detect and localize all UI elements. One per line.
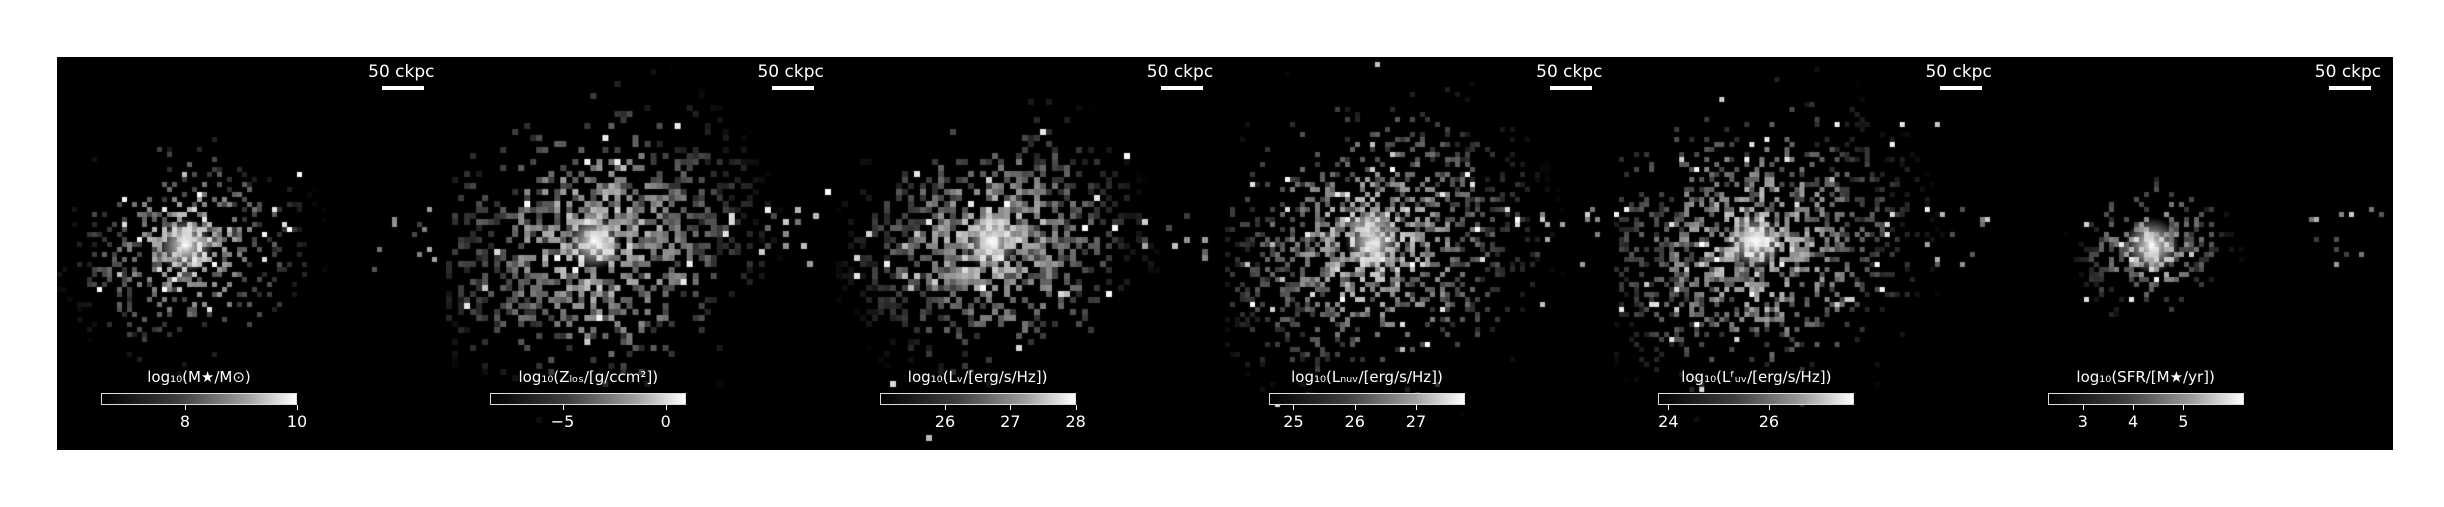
scale-bar-label: 50 ckpc <box>1146 62 1214 82</box>
colorbar-ticks: 24 26 <box>1658 405 1854 435</box>
colorbar-ticks: −5 0 <box>490 405 686 435</box>
colorbar-tick <box>2082 405 2084 410</box>
colorbar-tick-label: 4 <box>2127 412 2139 431</box>
panel-fuv-luminosity: 50 ckpc log₁₀(Lᶠᵤᵥ/[erg/s/Hz]) 24 26 <box>1614 57 2004 450</box>
panel-stellar-mass: 50 ckpc log₁₀(M★/M⊙) 8 10 <box>57 57 447 450</box>
panel-nuv-luminosity: 50 ckpc log₁₀(Lₙᵤᵥ/[erg/s/Hz]) 25 26 27 <box>1224 57 1615 450</box>
colorbar-tick-label: 3 <box>2077 412 2088 431</box>
scale-bar <box>382 86 425 90</box>
colorbar-tick <box>2133 405 2135 410</box>
colorbar-label: log₁₀(Lᵥ/[erg/s/Hz]) <box>907 368 1048 386</box>
colorbar-ticks: 26 27 28 <box>880 405 1086 435</box>
colorbar-tick <box>1768 405 1770 410</box>
metallicity-map <box>446 57 836 450</box>
colorbar-tick <box>1010 405 1012 410</box>
colorbar-tick-label: 28 <box>1065 412 1086 431</box>
colorbar-tick <box>562 405 564 410</box>
scale-bar <box>1550 86 1593 90</box>
panel-v-luminosity: 50 ckpc log₁₀(Lᵥ/[erg/s/Hz]) 26 27 28 <box>835 57 1225 450</box>
colorbar-tick-label: 26 <box>934 412 956 431</box>
stellar-mass-map <box>57 57 447 450</box>
colorbar-tick <box>1075 405 1077 410</box>
colorbar <box>2047 393 2244 405</box>
figure: 50 ckpc log₁₀(M★/M⊙) 8 10 50 ckpc log₁₀(Z… <box>57 57 2393 450</box>
colorbar-tick-label: 10 <box>286 412 308 431</box>
colorbar-label: log₁₀(Lᶠᵤᵥ/[erg/s/Hz]) <box>1681 368 1832 386</box>
star-formation-rate-map <box>2003 57 2393 450</box>
scale-bar-label: 50 ckpc <box>1925 62 1992 82</box>
colorbar <box>879 393 1076 405</box>
colorbar-tick-label: 26 <box>1758 412 1780 431</box>
scale-bar <box>1160 86 1203 90</box>
fuv-luminosity-map <box>1614 57 2004 450</box>
panel-metallicity: 50 ckpc log₁₀(Zₗₒₛ/[g/ccm²]) −5 0 <box>446 57 836 450</box>
colorbar-tick <box>1415 405 1417 410</box>
colorbar-tick-label: 27 <box>1405 412 1427 431</box>
colorbar-tick <box>2183 405 2185 410</box>
colorbar-label: log₁₀(SFR/[M★/yr]) <box>2076 368 2215 386</box>
v-luminosity-map <box>835 57 1225 450</box>
colorbar <box>490 393 687 405</box>
colorbar-tick-label: −5 <box>550 412 575 431</box>
colorbar-tick-label: 27 <box>1000 412 1021 431</box>
colorbar <box>101 393 297 405</box>
colorbar-tick <box>665 405 667 410</box>
colorbar-label: log₁₀(Lₙᵤᵥ/[erg/s/Hz]) <box>1291 368 1443 386</box>
colorbar-tick <box>297 405 298 410</box>
scale-bar-label: 50 ckpc <box>1536 62 1603 82</box>
colorbar-tick-label: 8 <box>179 412 191 431</box>
colorbar-tick-label: 24 <box>1658 412 1679 431</box>
scale-bar <box>2328 86 2371 90</box>
colorbar <box>1658 393 1855 405</box>
scale-bar-label: 50 ckpc <box>757 62 824 82</box>
scale-bar <box>1939 86 1982 90</box>
colorbar-tick <box>1668 405 1670 410</box>
colorbar-tick <box>944 405 946 410</box>
nuv-luminosity-map <box>1224 57 1615 450</box>
colorbar-tick-label: 26 <box>1344 412 1365 431</box>
colorbar-tick <box>1293 405 1295 410</box>
colorbar-tick-label: 25 <box>1283 412 1304 431</box>
colorbar-label: log₁₀(M★/M⊙) <box>147 368 251 386</box>
colorbar-tick <box>185 405 186 410</box>
colorbar-ticks: 8 10 <box>101 405 307 435</box>
scale-bar-label: 50 ckpc <box>368 62 435 82</box>
colorbar-tick-label: 5 <box>2178 412 2189 431</box>
scale-bar <box>771 86 814 90</box>
panel-star-formation-rate: 50 ckpc log₁₀(SFR/[M★/yr]) 3 4 5 <box>2003 57 2393 450</box>
colorbar-tick <box>1354 405 1356 410</box>
colorbar-tick-label: 0 <box>660 412 671 431</box>
colorbar-ticks: 25 26 27 <box>1269 405 1465 435</box>
scale-bar-label: 50 ckpc <box>2314 62 2382 82</box>
colorbar <box>1268 393 1465 405</box>
colorbar-label: log₁₀(Zₗₒₛ/[g/ccm²]) <box>518 368 659 386</box>
colorbar-ticks: 3 4 5 <box>2048 405 2244 435</box>
